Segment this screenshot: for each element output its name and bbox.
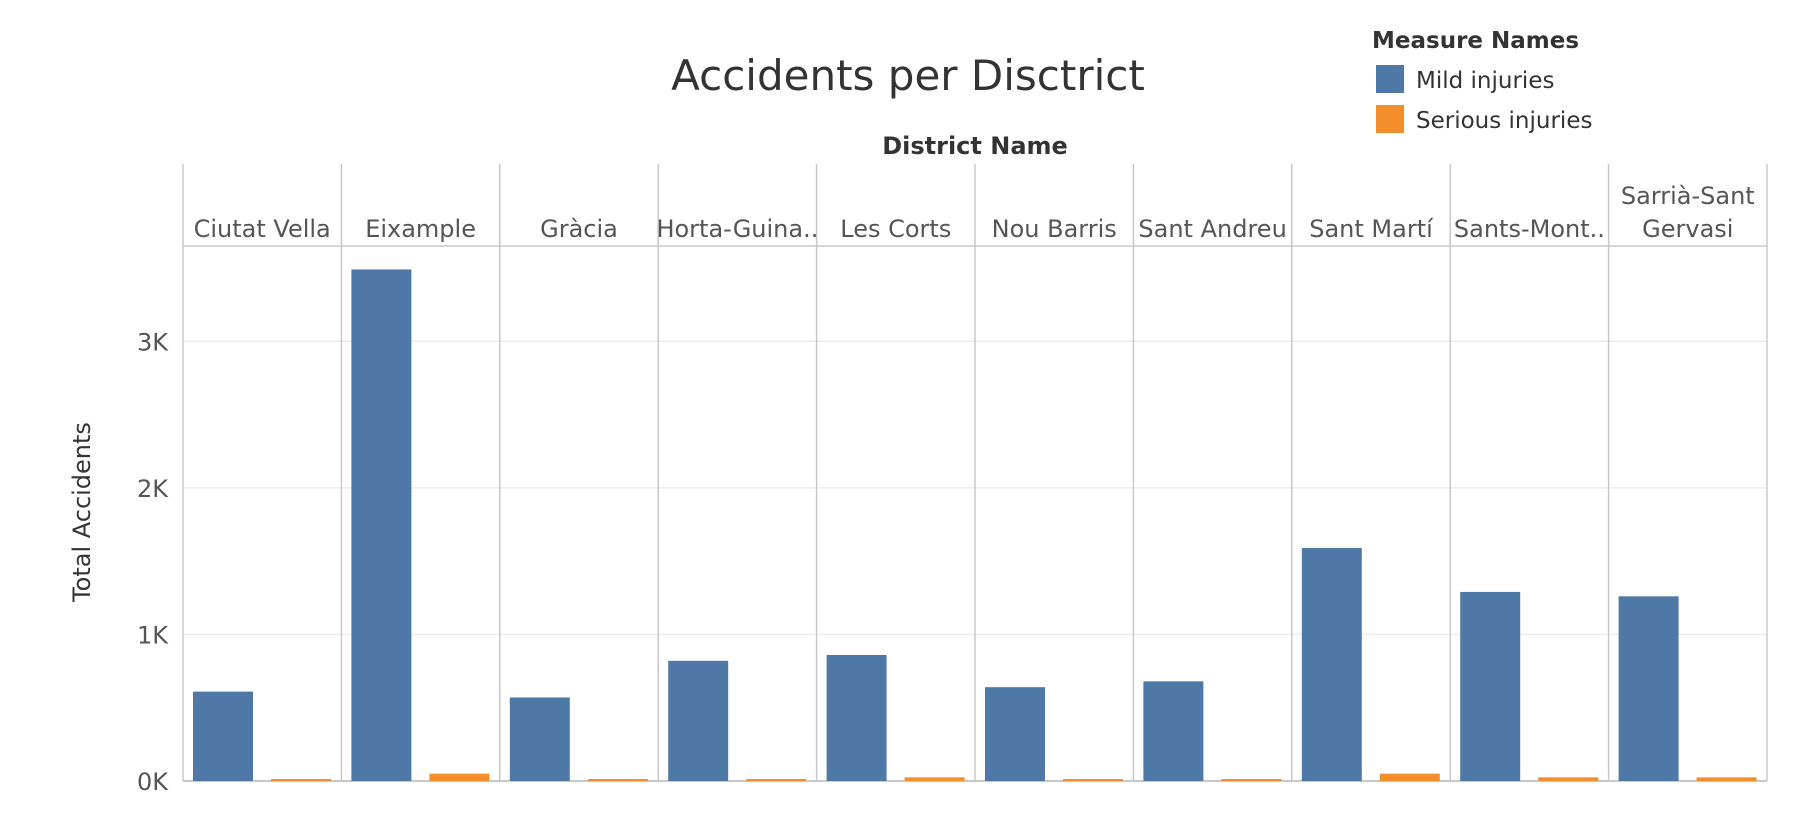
bar-mild: [193, 691, 253, 781]
bar-serious: [1538, 777, 1599, 781]
bar-serious: [1696, 777, 1757, 781]
bar-mild: [1301, 547, 1362, 781]
bar-serious: [587, 779, 648, 781]
category-label: Eixample: [365, 215, 476, 243]
bar-mild: [1460, 591, 1521, 781]
category-headers: Ciutat Vella Eixample Gràcia Horta-Guina.. L…: [194, 182, 1755, 243]
y-tick-label: 2K: [137, 475, 169, 503]
y-tick-label: 1K: [137, 621, 169, 649]
bar-mild: [1618, 596, 1679, 781]
bar-serious: [1221, 779, 1282, 781]
bar-serious: [1063, 779, 1123, 781]
y-axis-label: Total Accidents: [68, 422, 96, 603]
legend-item-mild: Mild injuries: [1416, 68, 1554, 94]
category-label: Sant Martí: [1309, 215, 1434, 243]
bar-mild: [668, 660, 729, 781]
category-label: Ciutat Vella: [194, 215, 331, 243]
category-label: Sarrià-Sant: [1621, 182, 1755, 210]
panels: [182, 164, 1768, 782]
bar-mild: [826, 654, 887, 781]
bar-serious: [746, 779, 807, 781]
y-tick-label: 0K: [137, 768, 169, 796]
bar-mild: [509, 697, 570, 781]
y-axis-ticks: 0K 1K 2K 3K: [137, 328, 169, 796]
bar-serious: [904, 777, 965, 781]
y-tick-label: 3K: [137, 328, 169, 356]
legend-item-serious: Serious injuries: [1416, 108, 1592, 134]
column-header: District Name: [882, 132, 1068, 160]
bar-serious: [271, 779, 331, 781]
category-label: Gervasi: [1642, 215, 1733, 243]
category-label: Les Corts: [840, 215, 951, 243]
legend: Measure Names Mild injuries Serious inju…: [1372, 28, 1592, 134]
legend-swatch-serious: [1376, 105, 1404, 133]
bar-serious: [429, 773, 490, 781]
bars: [193, 269, 1757, 781]
category-label: Horta-Guina..: [656, 215, 818, 243]
category-label: Gràcia: [540, 215, 618, 243]
chart-title: Accidents per Disctrict: [671, 51, 1145, 100]
bar-mild: [351, 269, 412, 781]
legend-title: Measure Names: [1372, 28, 1579, 54]
category-label: Sants-Mont..: [1454, 215, 1605, 243]
category-label: Nou Barris: [992, 215, 1117, 243]
legend-swatch-mild: [1376, 65, 1404, 93]
bar-serious: [1379, 773, 1440, 781]
bar-mild: [1143, 681, 1204, 781]
category-label: Sant Andreu: [1138, 215, 1286, 243]
bar-mild: [985, 687, 1045, 781]
